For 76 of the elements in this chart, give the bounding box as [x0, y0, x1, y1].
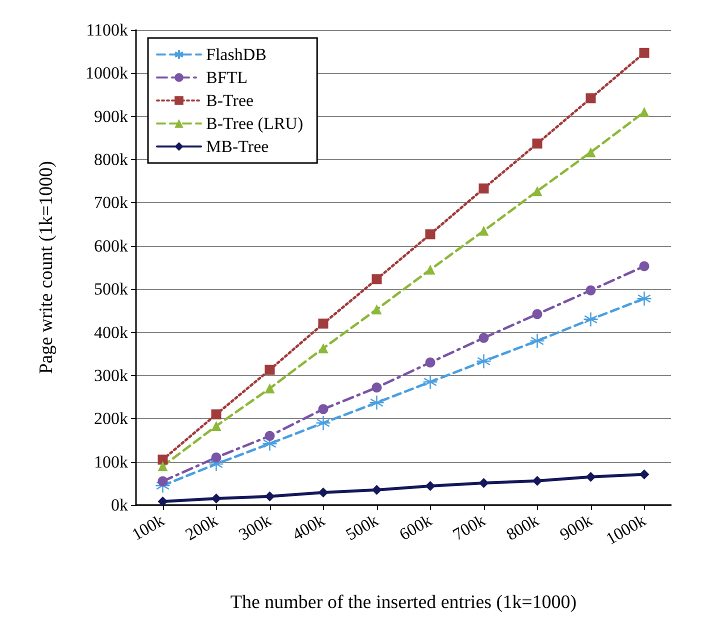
point [532, 476, 542, 486]
point [532, 138, 542, 149]
point [372, 484, 382, 495]
point [476, 354, 492, 369]
legend-label: FlashDB [206, 45, 266, 64]
point [422, 374, 438, 390]
y-tick-label: 400k [94, 322, 128, 342]
point [158, 461, 168, 472]
y-tick-label: 500k [94, 280, 128, 299]
legend-label: MB-Tree [206, 137, 269, 156]
point [211, 420, 222, 431]
point [636, 290, 652, 306]
x-tick-label: 700k [450, 510, 489, 544]
point [372, 274, 382, 284]
legend-label: B-Tree (LRU) [206, 114, 304, 133]
point [264, 430, 275, 441]
point [316, 415, 331, 431]
y-tick-label: 1000k [86, 64, 128, 83]
point [372, 304, 382, 314]
point [369, 395, 384, 410]
y-tick-label: 800k [94, 150, 128, 170]
point [425, 481, 436, 491]
y-axis-title: Page write count (1k=1000) [36, 161, 57, 374]
y-tick-label: 1100k [86, 20, 128, 40]
y-tick-label: 900k [94, 106, 128, 126]
point [639, 261, 650, 272]
y-tick-label: 100k [94, 452, 128, 472]
point [211, 494, 222, 504]
point [586, 147, 596, 158]
point [158, 476, 168, 486]
legend-label: BFTL [206, 68, 248, 87]
point [530, 333, 545, 349]
point [264, 383, 275, 394]
point [264, 491, 275, 502]
y-tick-label: 200k [94, 409, 128, 428]
point [478, 226, 489, 236]
x-tick-label: 1000k [602, 510, 650, 548]
x-tick-label: 900k [556, 510, 596, 544]
point [639, 469, 650, 480]
point [478, 478, 489, 488]
point [425, 264, 436, 275]
y-tick-label: 0k [111, 496, 128, 514]
point [318, 404, 328, 414]
x-tick-label: 500k [342, 510, 382, 544]
point [318, 487, 328, 498]
point [583, 312, 598, 327]
legend-label: B-Tree [206, 91, 254, 110]
point [586, 472, 596, 482]
y-tick-label: 600k [94, 236, 128, 256]
x-tick-label: 100k [128, 510, 168, 544]
point [264, 364, 275, 375]
x-tick-label: 800k [503, 510, 542, 544]
point [586, 285, 596, 296]
point [372, 382, 382, 393]
y-tick-label: 300k [94, 366, 128, 385]
point [532, 309, 542, 320]
point [211, 452, 222, 462]
point [158, 496, 168, 507]
x-axis-title: The number of the inserted entries (1k=1000) [230, 592, 577, 613]
point [639, 48, 650, 58]
point [318, 343, 328, 354]
x-tick-label: 300k [236, 510, 275, 544]
x-tick-label: 600k [396, 510, 436, 544]
point [639, 107, 650, 118]
point [532, 186, 542, 196]
point [318, 318, 328, 329]
point [211, 409, 222, 420]
point [586, 93, 596, 104]
point [425, 358, 436, 368]
x-tick-label: 400k [289, 510, 328, 544]
point [158, 454, 168, 465]
point [478, 183, 489, 194]
point [425, 229, 436, 240]
point [478, 332, 489, 343]
x-tick-label: 200k [182, 510, 222, 544]
y-tick-label: 700k [94, 193, 128, 212]
